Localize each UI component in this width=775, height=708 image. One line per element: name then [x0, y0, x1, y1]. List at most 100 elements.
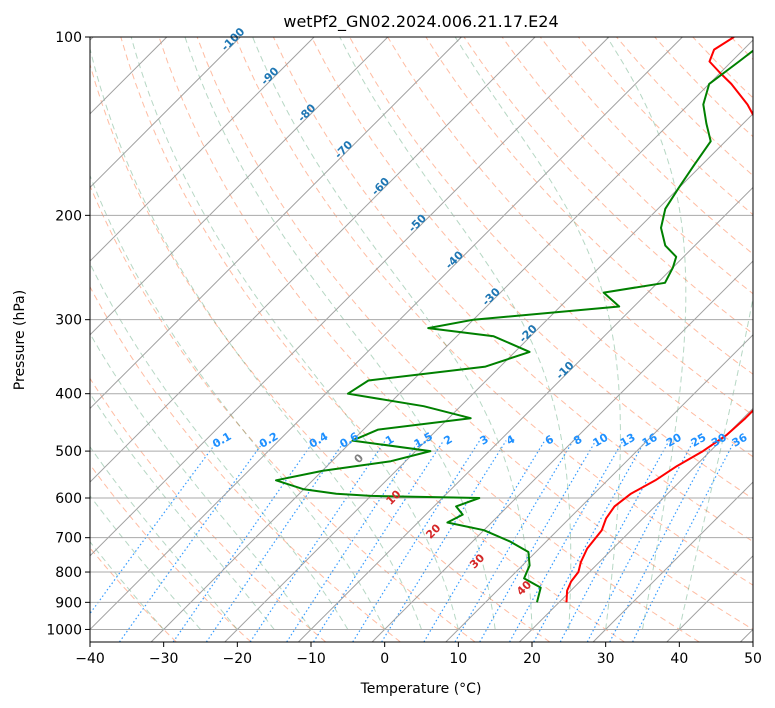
y-tick-label: 800 — [55, 565, 82, 581]
mixing-ratio-line — [423, 440, 546, 642]
x-tick-label: 50 — [744, 651, 762, 667]
y-tick-label: 100 — [55, 30, 82, 46]
isotherm-label-warm: 10 — [384, 487, 404, 507]
mixing-ratio-label: 1.5 — [412, 430, 435, 451]
background-lines — [90, 37, 775, 642]
mixing-ratio-line — [533, 440, 646, 642]
dry-adiabat-line — [501, 37, 753, 295]
mixing-ratio-line — [559, 440, 670, 642]
moist-adiabat-line — [90, 332, 312, 630]
x-tick-label: 0 — [380, 651, 389, 667]
dry-adiabat-line — [272, 37, 753, 543]
isotherm-line — [90, 37, 241, 189]
y-tick-label: 900 — [55, 595, 82, 611]
dry-adiabat-line — [90, 285, 401, 642]
moist-adiabat-line — [90, 49, 422, 630]
dry-adiabat-line — [616, 37, 753, 177]
isotherm-label: -20 — [517, 322, 540, 345]
moist-adiabat-line — [454, 37, 621, 630]
moist-adiabat-line — [90, 262, 349, 630]
x-tick-label: −30 — [149, 651, 179, 667]
x-tick-label: 30 — [597, 651, 615, 667]
dry-adiabat-line — [196, 37, 753, 630]
moist-adiabat-line — [90, 445, 238, 630]
isotherm-line — [150, 39, 753, 642]
isotherm-label: -80 — [295, 101, 318, 124]
isotherm-line — [90, 37, 683, 631]
mixing-ratio-line — [249, 440, 386, 642]
dry-adiabat-line — [90, 377, 327, 642]
chart-title: wetPf2_GN02.2024.006.21.17.E24 — [283, 12, 558, 32]
dry-adiabat-line — [463, 37, 753, 335]
mixing-ratio-line — [509, 440, 624, 642]
isotherm-label-warm: 0 — [352, 451, 367, 466]
mixing-ratio-line — [90, 440, 219, 615]
mixing-ratio-label: 36 — [730, 431, 750, 450]
mixing-ratio-line — [352, 440, 481, 642]
mixing-ratio-line — [586, 440, 695, 642]
y-tick-label: 500 — [55, 444, 82, 460]
plot-frame — [89, 36, 754, 643]
moist-adiabat-line — [606, 37, 687, 630]
mixing-ratio-label: 20 — [664, 431, 684, 450]
dry-adiabat-line — [769, 37, 775, 642]
dry-adiabat-line — [90, 463, 252, 642]
moist-adiabat-line — [678, 295, 753, 630]
mixing-ratio-line — [381, 440, 507, 642]
isotherm-line — [90, 37, 315, 262]
isotherm-line — [592, 481, 753, 642]
mixing-ratio-label: 25 — [689, 431, 709, 450]
dry-adiabat-line — [90, 184, 476, 642]
y-tick-label: 600 — [55, 491, 82, 507]
mixing-ratio-line — [172, 440, 315, 642]
isotherm-line — [740, 628, 753, 642]
mixing-ratio-label: 0.6 — [338, 430, 362, 451]
isotherm-line — [90, 37, 610, 557]
grid-lines — [90, 37, 753, 642]
isotherm-label: -70 — [332, 138, 355, 161]
dry-adiabat-line — [120, 37, 625, 642]
y-tick-label: 300 — [55, 313, 82, 329]
mixing-ratio-label: 0.4 — [307, 430, 331, 451]
mixing-ratio-label: 0.1 — [210, 430, 233, 451]
isotherm-label: -30 — [480, 285, 503, 308]
mixing-ratio-line — [479, 440, 597, 642]
mixing-ratio-label: 10 — [591, 431, 611, 450]
mixing-ratio-label: 8 — [571, 433, 584, 448]
x-tick-label: 40 — [670, 651, 688, 667]
x-axis: −40 −30 −20 −10 0 10 20 30 40 50 — [75, 642, 762, 667]
x-axis-title: Temperature (°C) — [360, 681, 482, 697]
mixing-ratio-label: 4 — [504, 433, 517, 448]
isotherm-label: -10 — [553, 359, 576, 382]
mixing-ratio-line — [119, 440, 265, 642]
y-axis-title: Pressure (hPa) — [12, 290, 28, 390]
dry-adiabat-line — [692, 37, 753, 99]
moist-adiabat-line — [184, 37, 496, 630]
isotherm-line — [371, 260, 753, 642]
mixing-ratio-line — [312, 440, 445, 642]
mixing-ratio-label: 30 — [709, 431, 729, 450]
y-tick-label: 400 — [55, 387, 82, 403]
y-tick-label: 1000 — [46, 622, 82, 638]
mixing-ratio-label: 6 — [543, 433, 556, 448]
dry-adiabat-line — [539, 37, 753, 255]
dry-adiabat-line — [578, 37, 753, 216]
mixing-ratio-label: 3 — [478, 433, 491, 448]
mixing-ratio-label: 16 — [640, 431, 660, 450]
x-tick-label: −40 — [75, 651, 105, 667]
dry-adiabat-line — [90, 62, 551, 642]
moist-adiabat-line — [252, 37, 533, 630]
mixing-ratio-line — [286, 440, 420, 642]
y-tick-label: 700 — [55, 531, 82, 547]
dewpoint-line — [275, 49, 753, 603]
isotherm-line — [666, 555, 753, 642]
isotherm-label-warm: 20 — [423, 521, 443, 541]
moist-adiabat-line — [90, 392, 275, 630]
mixing-ratio-label: 2 — [442, 433, 455, 448]
isotherm-label-warm: 30 — [467, 551, 487, 571]
isotherm-label: -90 — [258, 64, 281, 87]
dry-adiabat-line — [654, 37, 753, 138]
mixing-ratio-line — [632, 440, 736, 642]
isotherm-line — [445, 334, 753, 642]
